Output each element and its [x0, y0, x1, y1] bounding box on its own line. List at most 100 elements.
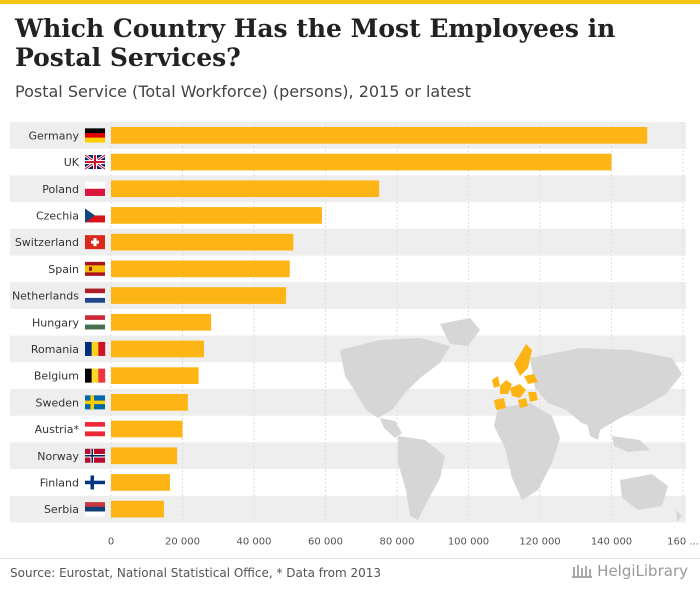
flag-stripe — [85, 341, 92, 356]
flag-icon — [85, 181, 105, 196]
map-landmass — [586, 418, 602, 440]
x-tick-label: 80 000 — [380, 537, 415, 548]
flag-cross — [85, 480, 105, 485]
flag-icon — [85, 422, 105, 437]
x-tick-label: 20 000 — [165, 537, 200, 548]
brand-logo[interactable]: HelgiLibrary — [571, 562, 688, 580]
flag-icon — [85, 502, 105, 517]
category-label: Austria* — [35, 423, 80, 436]
category-label: Hungary — [32, 316, 79, 329]
category-label: Belgium — [34, 370, 79, 383]
bar-chart: Germany UK Poland Czechia Switzerland Spain Ne… — [10, 122, 699, 548]
category-label: Spain — [48, 263, 79, 276]
x-tick-label: 140 000 — [591, 537, 632, 548]
flag-stripe — [85, 133, 105, 138]
flag-icon — [85, 395, 105, 410]
bar — [111, 474, 170, 491]
x-tick-label: 0 — [108, 537, 114, 548]
x-tick-label: 40 000 — [237, 537, 272, 548]
flag-cross — [85, 400, 105, 405]
bar — [111, 500, 164, 518]
flag-icon — [85, 475, 105, 490]
flag-stripe — [85, 188, 105, 196]
x-tick-label: 100 000 — [448, 537, 489, 548]
map-landmass — [380, 418, 402, 438]
flag-icon — [85, 368, 106, 383]
flag-stripe — [85, 315, 105, 321]
map-highlight-country — [528, 392, 538, 402]
map-landmass — [494, 403, 560, 500]
bar — [111, 367, 199, 384]
flag-triangle — [85, 208, 95, 223]
flag-stripe — [85, 368, 92, 383]
flag-stripe — [91, 341, 99, 356]
flag-icon — [85, 341, 106, 356]
map-highlight-country — [524, 374, 538, 384]
flag-icon — [85, 315, 105, 330]
bar — [111, 207, 322, 224]
bar — [111, 340, 204, 358]
flag-stripe — [85, 293, 105, 299]
flag-cross — [85, 161, 105, 164]
x-tick-label: 60 000 — [308, 537, 343, 548]
map-landmass — [612, 436, 650, 452]
flag-icon — [85, 208, 105, 223]
flag-stripe — [85, 297, 105, 303]
footer-divider — [0, 558, 700, 559]
x-tick-label: 160 ... — [667, 537, 699, 548]
category-label: Norway — [37, 450, 79, 463]
map-highlight-country — [500, 380, 512, 394]
bar — [111, 180, 380, 198]
category-label: UK — [64, 156, 80, 169]
flag-stripe — [85, 208, 105, 216]
flag-cross — [91, 240, 99, 244]
flag-stripe — [85, 128, 105, 134]
map-landmass — [620, 474, 668, 510]
bar — [111, 153, 612, 171]
flag-stripe — [85, 511, 105, 517]
map-highlight-country — [514, 344, 532, 376]
flag-stripe — [91, 368, 99, 383]
bar — [111, 313, 212, 331]
x-tick-label: 120 000 — [519, 537, 560, 548]
page-title: Which Country Has the Most Employees in … — [15, 14, 616, 72]
flag-stripe — [85, 265, 105, 273]
page-subtitle: Postal Service (Total Workforce) (person… — [15, 82, 471, 101]
category-label: Germany — [28, 129, 79, 142]
flag-stripe — [85, 324, 105, 330]
map-highlight-country — [494, 398, 506, 410]
map-highlight-country — [518, 398, 528, 408]
bar — [111, 127, 648, 144]
flag-icon — [85, 128, 105, 143]
bar — [111, 420, 183, 438]
library-icon — [572, 565, 593, 578]
category-label: Poland — [42, 183, 79, 196]
flag-stripe — [85, 502, 105, 508]
world-map — [340, 318, 682, 522]
category-label: Netherlands — [12, 290, 79, 303]
bar — [111, 287, 287, 304]
bar — [111, 394, 188, 411]
map-landmass — [440, 318, 480, 346]
flag-stripe — [85, 288, 105, 294]
map-landmass — [530, 348, 682, 430]
map-highlight-country — [492, 376, 500, 388]
flag-stripe — [85, 426, 105, 432]
flag-stripe — [85, 422, 105, 427]
bar — [111, 447, 178, 465]
flag-stripe — [85, 506, 105, 512]
source-note: Source: Eurostat, National Statistical O… — [10, 566, 382, 580]
flag-stripe — [85, 215, 105, 223]
flag-stripe — [85, 319, 105, 325]
map-landmass — [340, 338, 450, 418]
flag-stripe — [98, 368, 106, 383]
flag-icon — [85, 448, 105, 463]
flag-icon — [85, 235, 105, 250]
bar — [111, 233, 294, 251]
flag-emblem — [89, 266, 92, 271]
category-label: Czechia — [36, 209, 79, 222]
category-label: Sweden — [36, 396, 79, 409]
category-label: Finland — [40, 476, 79, 489]
map-highlight-country — [510, 384, 526, 398]
flag-cross — [85, 455, 105, 457]
